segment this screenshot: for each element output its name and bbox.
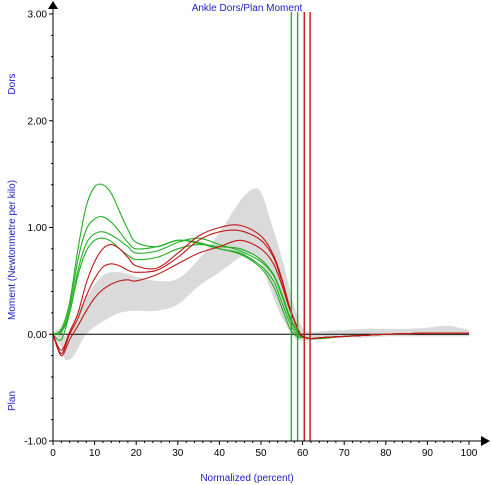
tick-layer: 0 10 20 30 40 50 60 70 80 90 100 -1.00 0.00 1.00 2.00 3…: [24, 10, 478, 460]
x-tick-label: 30: [172, 448, 184, 459]
y-axis-arrow: [48, 1, 58, 9]
series-line-4-green: [52, 237, 470, 341]
y-tick-label: 0.00: [28, 330, 48, 341]
x-tick-label: 40: [214, 448, 226, 459]
series-layer: [52, 183, 470, 357]
y-tick-label: 2.00: [28, 116, 48, 127]
series-line-7-red: [52, 239, 470, 357]
x-tick-label: 0: [50, 448, 56, 459]
x-tick-label: 70: [339, 448, 351, 459]
event-line-layer: [290, 12, 311, 441]
y-axis-label: Moment (Newtonmetre per kilo): [7, 180, 18, 320]
x-tick-label: 10: [89, 448, 101, 459]
x-tick-label: 60: [297, 448, 309, 459]
x-tick-label: 80: [380, 448, 392, 459]
x-tick-label: 100: [461, 448, 478, 459]
y-tick-label: -1.00: [24, 437, 47, 448]
x-axis-label: Normalized (percent): [200, 473, 293, 484]
x-tick-label: 90: [422, 448, 434, 459]
normal-band: [53, 188, 469, 361]
x-tick-label: 50: [255, 448, 267, 459]
x-axis-arrow: [481, 436, 490, 446]
y-bottom-label: Plan: [7, 391, 18, 411]
normal-band-layer: [53, 188, 469, 361]
y-tick-label: 3.00: [28, 10, 48, 21]
x-tick-label: 20: [131, 448, 143, 459]
y-tick-label: 1.00: [28, 223, 48, 234]
chart-title: Ankle Dors/Plan Moment: [192, 3, 303, 14]
y-top-label: Dors: [7, 73, 18, 94]
